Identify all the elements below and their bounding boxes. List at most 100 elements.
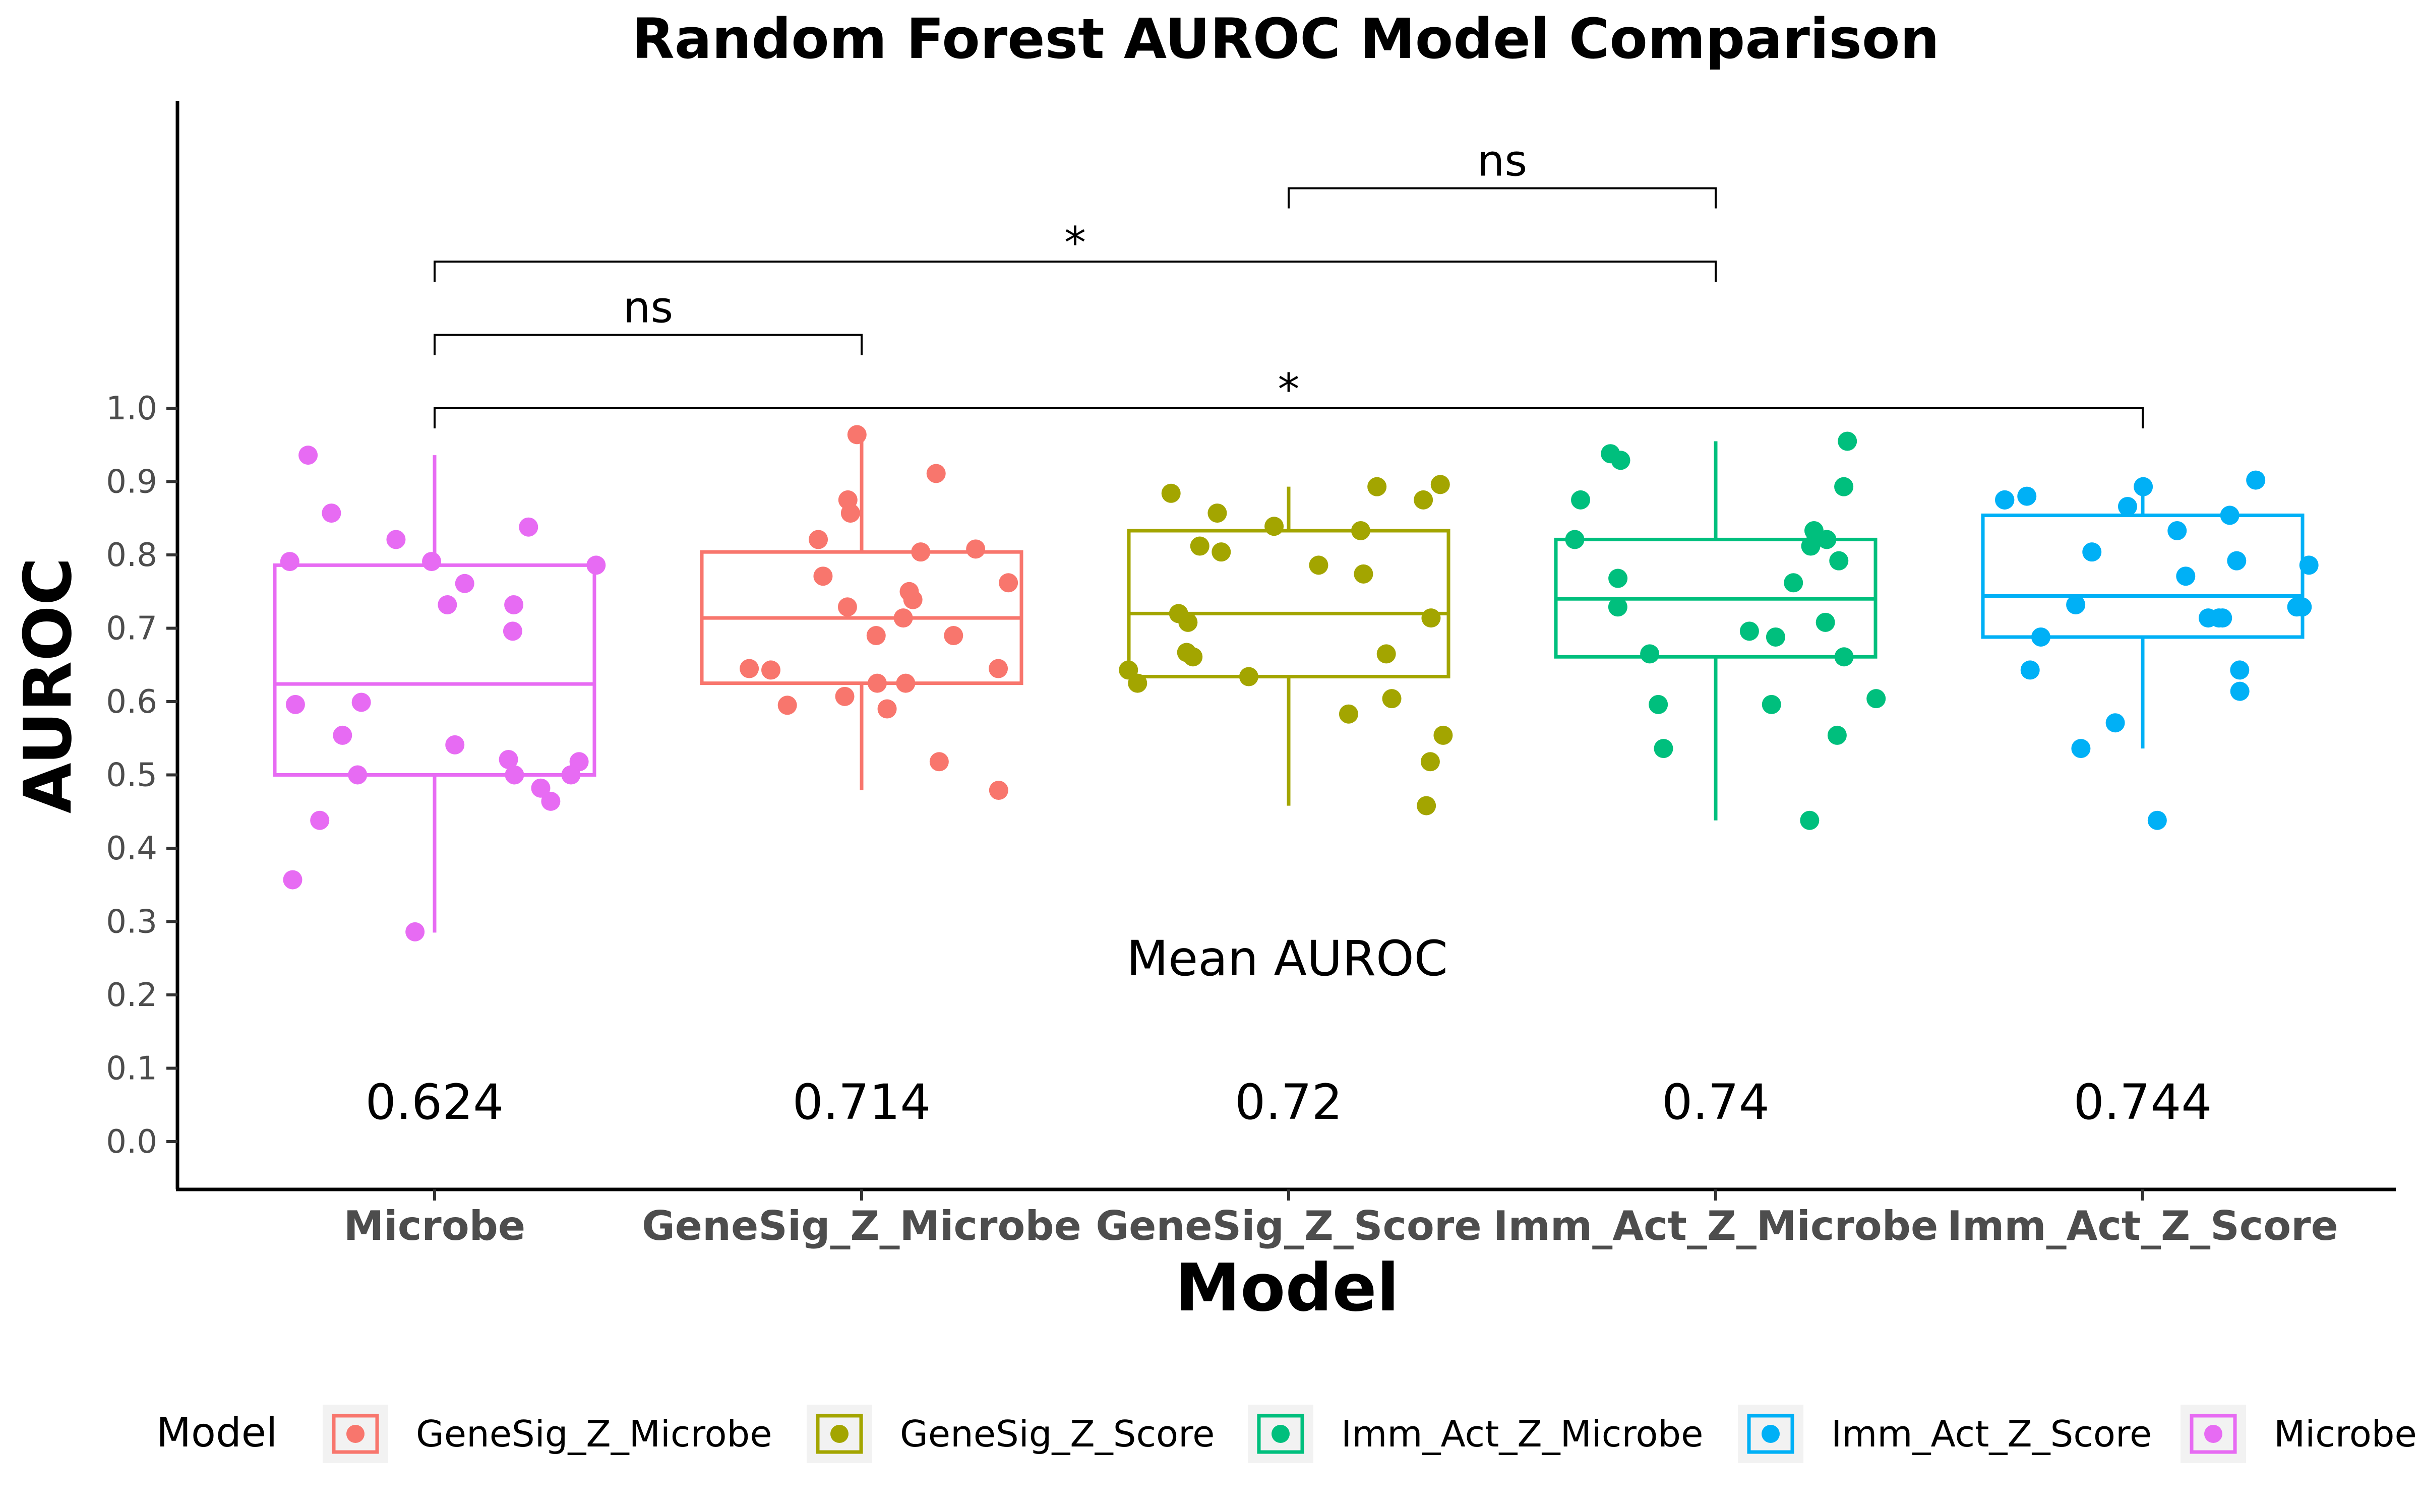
data-point: [2017, 486, 2037, 506]
data-point: [310, 810, 330, 830]
significance-bracket: [434, 261, 1717, 282]
data-point: [1161, 483, 1181, 503]
data-point: [2176, 566, 2196, 586]
data-point: [1766, 627, 1785, 647]
y-tick-label: 1.0: [106, 390, 157, 427]
data-point: [1784, 573, 1803, 593]
data-point: [877, 699, 897, 719]
y-tick-label: 0.4: [106, 830, 157, 867]
data-point: [911, 542, 931, 562]
legend: GeneSig_Z_Microbe GeneSig_Z_Score Imm_Act_…: [323, 1405, 2417, 1463]
data-point: [2118, 496, 2137, 516]
data-point: [809, 530, 828, 549]
data-point: [333, 725, 352, 745]
data-point: [386, 530, 406, 549]
data-point: [2299, 555, 2319, 575]
mean-value-label: 0.74: [1662, 1074, 1770, 1130]
data-point: [1608, 569, 1628, 588]
data-point: [519, 517, 538, 537]
data-point: [1611, 451, 1630, 470]
data-point: [2071, 739, 2091, 759]
data-point: [1608, 597, 1627, 617]
data-point: [2105, 713, 2125, 733]
data-point: [835, 686, 855, 706]
data-point: [1420, 752, 1440, 772]
significance-label: *: [1278, 364, 1300, 415]
data-point: [348, 765, 368, 785]
data-point: [1762, 695, 1781, 714]
y-tick-label: 0.6: [106, 683, 157, 721]
data-point: [1739, 621, 1759, 641]
data-point: [1829, 551, 1849, 571]
legend-entry: GeneSig_Z_Microbe: [323, 1405, 772, 1463]
data-point: [2147, 810, 2167, 830]
data-point: [531, 778, 551, 798]
mean-value-label: 0.744: [2074, 1074, 2212, 1130]
x-tick-label: Microbe: [344, 1203, 525, 1249]
data-point: [1800, 810, 1820, 830]
y-tick-label: 0.1: [106, 1050, 157, 1088]
legend-label: GeneSig_Z_Score: [900, 1413, 1215, 1455]
data-point: [761, 660, 781, 680]
data-point: [867, 673, 887, 693]
data-point: [840, 503, 860, 523]
data-point: [1654, 739, 1673, 759]
data-point: [2213, 608, 2232, 628]
legend-key-box: [816, 1414, 863, 1454]
data-point: [586, 555, 606, 575]
data-point: [1414, 490, 1433, 510]
data-point: [351, 692, 371, 712]
significance-label: *: [1064, 218, 1086, 268]
data-point: [1264, 517, 1284, 536]
y-tick-label: 0.7: [106, 610, 157, 648]
data-point: [505, 765, 524, 785]
data-point: [1207, 503, 1227, 523]
data-point: [1866, 689, 1886, 709]
legend-title: Model: [156, 1409, 277, 1456]
data-point: [2246, 470, 2266, 490]
legend-key-point: [346, 1425, 365, 1443]
data-point: [1212, 542, 1231, 562]
brackets-layer: ns * * ns: [434, 136, 2144, 428]
y-tick-label: 0.9: [106, 464, 157, 501]
data-point: [1834, 477, 1854, 496]
y-tick-label: 0.8: [106, 537, 157, 574]
data-point: [813, 566, 833, 586]
data-point: [966, 539, 986, 559]
data-point: [847, 425, 867, 445]
data-point: [1169, 604, 1188, 623]
data-point: [777, 696, 797, 715]
data-point: [1649, 695, 1668, 714]
mean-auroc-label: Mean AUROC: [1126, 930, 1447, 987]
legend-label: GeneSig_Z_Microbe: [416, 1413, 772, 1455]
boxes-layer: [273, 434, 2305, 933]
data-point: [283, 870, 302, 890]
data-point: [866, 626, 886, 646]
data-point: [1382, 689, 1402, 709]
data-point: [837, 597, 857, 617]
data-point: [2220, 506, 2240, 525]
data-point: [1827, 725, 1847, 745]
data-point: [504, 595, 524, 614]
data-point: [1351, 521, 1370, 540]
box: [273, 563, 596, 777]
data-point: [2230, 681, 2250, 701]
y-tick-label: 0.0: [106, 1123, 157, 1161]
mean-value-label: 0.72: [1235, 1074, 1343, 1130]
data-point: [405, 922, 425, 941]
data-point: [499, 749, 518, 769]
data-point: [280, 552, 299, 572]
data-point: [1838, 431, 1857, 451]
data-point: [1354, 564, 1373, 584]
y-tick-label: 0.3: [106, 904, 157, 941]
data-point: [561, 765, 581, 785]
data-point: [1177, 643, 1196, 662]
data-point: [893, 608, 913, 628]
legend-key-box: [332, 1414, 379, 1454]
data-point: [1239, 667, 1258, 686]
legend-key-box: [1257, 1414, 1304, 1454]
legend-key-box: [2190, 1414, 2237, 1454]
data-point: [989, 659, 1008, 678]
data-point: [1571, 490, 1591, 510]
